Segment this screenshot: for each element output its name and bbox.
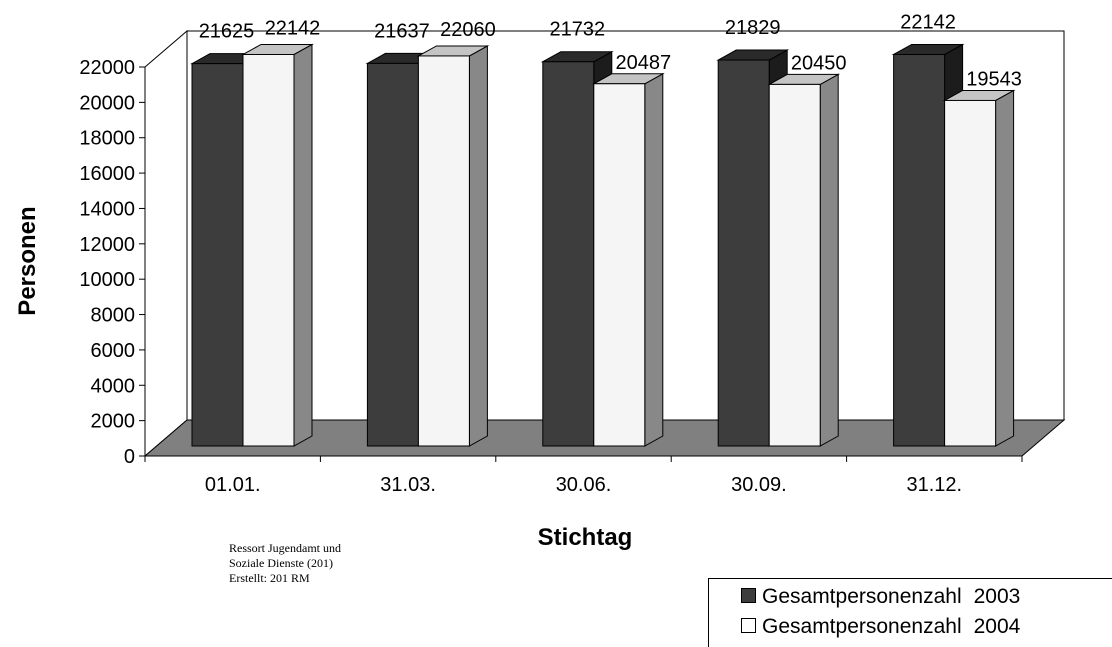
bar-2003 — [542, 61, 595, 447]
source-note: Ressort Jugendamt und Soziale Dienste (2… — [229, 541, 341, 586]
y-tick-label: 18000 — [79, 128, 135, 150]
y-tick-label: 12000 — [79, 234, 135, 256]
bar-side-2004 — [819, 73, 839, 447]
bar-2004 — [242, 53, 295, 447]
data-label-2003: 21732 — [549, 19, 605, 41]
y-tick-label: 22000 — [79, 57, 135, 79]
y-tick-label: 10000 — [79, 269, 135, 291]
x-axis-title: Stichtag — [538, 524, 633, 551]
y-tick-label: 14000 — [79, 198, 135, 220]
bar-2003 — [717, 59, 770, 447]
y-tick-label: 16000 — [79, 163, 135, 185]
source-note-line-3: Erstellt: 201 RM — [229, 571, 310, 585]
source-note-line-1: Ressort Jugendamt und — [229, 541, 341, 555]
bar-2003 — [366, 62, 419, 447]
y-tick-label: 20000 — [79, 92, 135, 114]
legend-swatch-2003 — [741, 588, 756, 603]
data-label-2003: 21637 — [374, 20, 430, 42]
data-label-2004: 22060 — [440, 19, 496, 41]
data-label-2004: 20450 — [791, 52, 847, 74]
bar-2004 — [417, 55, 470, 447]
legend-label-2004: Gesamtpersonenzahl — [762, 615, 962, 638]
x-tick-label: 30.09. — [731, 474, 787, 496]
y-tick-label: 2000 — [91, 411, 136, 433]
data-label-2003: 22142 — [900, 11, 956, 33]
bar-2003 — [191, 63, 244, 447]
y-tick-label: 8000 — [91, 305, 136, 327]
legend-swatch-2004 — [741, 618, 756, 633]
side-wall — [144, 29, 188, 458]
bar-side-2004 — [995, 89, 1015, 447]
source-note-line-2: Soziale Dienste (201) — [229, 556, 333, 570]
legend-label-2003: Gesamtpersonenzahl — [762, 585, 962, 608]
bar-side-2004 — [468, 45, 488, 447]
data-label-2003: 21625 — [199, 21, 255, 43]
legend-item-2004: Gesamtpersonenzahl 2004 — [741, 615, 1020, 639]
x-tick-label: 30.06. — [556, 474, 612, 496]
y-tick-label: 0 — [124, 446, 135, 468]
data-label-2004: 19543 — [966, 68, 1022, 90]
y-tick-label: 4000 — [91, 375, 136, 397]
bar-2004 — [944, 99, 997, 447]
legend-year-2004: 2004 — [973, 615, 1021, 638]
y-tick-label: 6000 — [91, 340, 136, 362]
x-tick-label: 31.03. — [380, 474, 436, 496]
x-tick-label: 01.01. — [205, 474, 261, 496]
y-axis-title: Personen — [14, 206, 41, 315]
bar-side-2004 — [644, 72, 664, 447]
legend-year-2003: 2003 — [973, 585, 1021, 608]
data-label-2004: 22142 — [265, 17, 321, 39]
bar-2004 — [593, 83, 646, 447]
x-tick-label: 31.12. — [906, 474, 962, 496]
legend-item-2003: Gesamtpersonenzahl 2003 — [741, 585, 1020, 609]
bar-2003 — [893, 53, 946, 447]
chart-legend: Gesamtpersonenzahl 2003 Gesamtpersonenzah… — [708, 578, 1112, 647]
data-label-2004: 20487 — [615, 52, 671, 74]
bar-2004 — [768, 83, 821, 447]
data-label-2003: 21829 — [725, 17, 781, 39]
bar-side-2004 — [293, 43, 313, 447]
